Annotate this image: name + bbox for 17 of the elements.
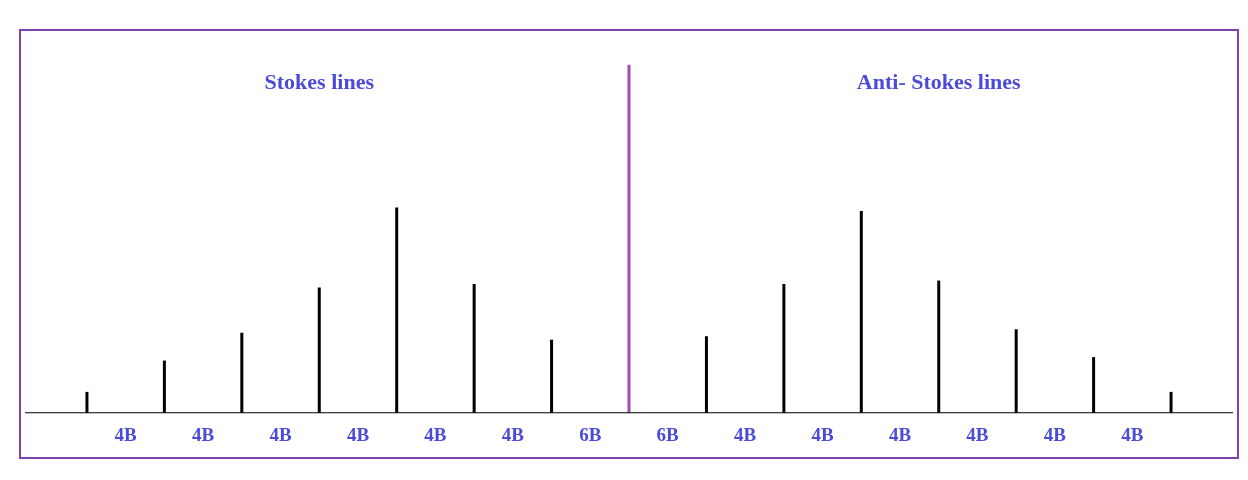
text: 4B bbox=[811, 424, 834, 446]
text: 4B bbox=[192, 424, 215, 446]
text: 4B bbox=[1043, 424, 1067, 446]
text: 4B bbox=[114, 424, 138, 446]
text: 6B bbox=[656, 424, 680, 446]
text: 4B bbox=[269, 424, 292, 446]
text: 4B bbox=[346, 424, 370, 446]
bar bbox=[627, 64, 631, 413]
annotation: Anti- Stokes lines bbox=[856, 69, 1022, 95]
text: 4B bbox=[1121, 424, 1144, 446]
text: 4B bbox=[501, 424, 525, 446]
text: 4B bbox=[888, 424, 912, 446]
text: 6B bbox=[579, 424, 602, 446]
annotation: Stokes lines bbox=[264, 69, 375, 95]
text: 4B bbox=[734, 424, 757, 446]
text: 4B bbox=[424, 424, 447, 446]
text: 4B bbox=[966, 424, 989, 446]
